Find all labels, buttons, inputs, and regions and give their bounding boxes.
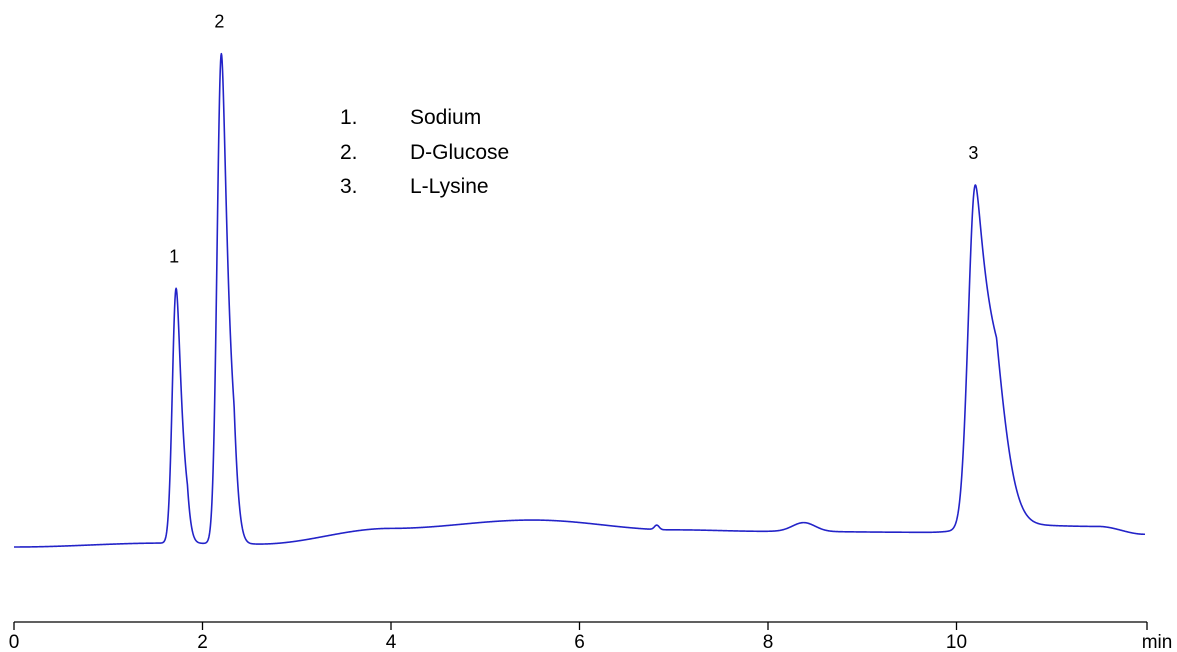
x-axis-tick-label: 4 [386, 632, 397, 652]
x-axis-tick-label: 2 [197, 632, 208, 652]
legend-name: D-Glucose [410, 141, 509, 164]
legend: 1. Sodium 2. D-Glucose 3. L-Lysine [340, 106, 509, 198]
legend-number: 2. [340, 141, 358, 164]
legend-number: 3. [340, 175, 358, 198]
peak-labels: 1 2 3 [169, 12, 978, 267]
legend-name: Sodium [410, 106, 481, 129]
x-axis-tick-labels: 0 2 4 6 8 10 [9, 632, 967, 652]
peak-label: 1 [169, 246, 179, 266]
x-axis-tick-label: 10 [946, 632, 967, 652]
x-axis-tick-label: 0 [9, 632, 20, 652]
x-axis-tick-label: 6 [574, 632, 585, 652]
x-axis-ticks [13, 622, 1148, 630]
legend-name: L-Lysine [410, 175, 489, 198]
peak-label: 3 [968, 143, 978, 163]
x-axis-unit-label: min [1142, 632, 1173, 652]
peak-label: 2 [214, 12, 224, 32]
chromatogram-trace [13, 52, 1146, 548]
x-axis-tick-label: 8 [763, 632, 774, 652]
legend-number: 1. [340, 106, 358, 129]
